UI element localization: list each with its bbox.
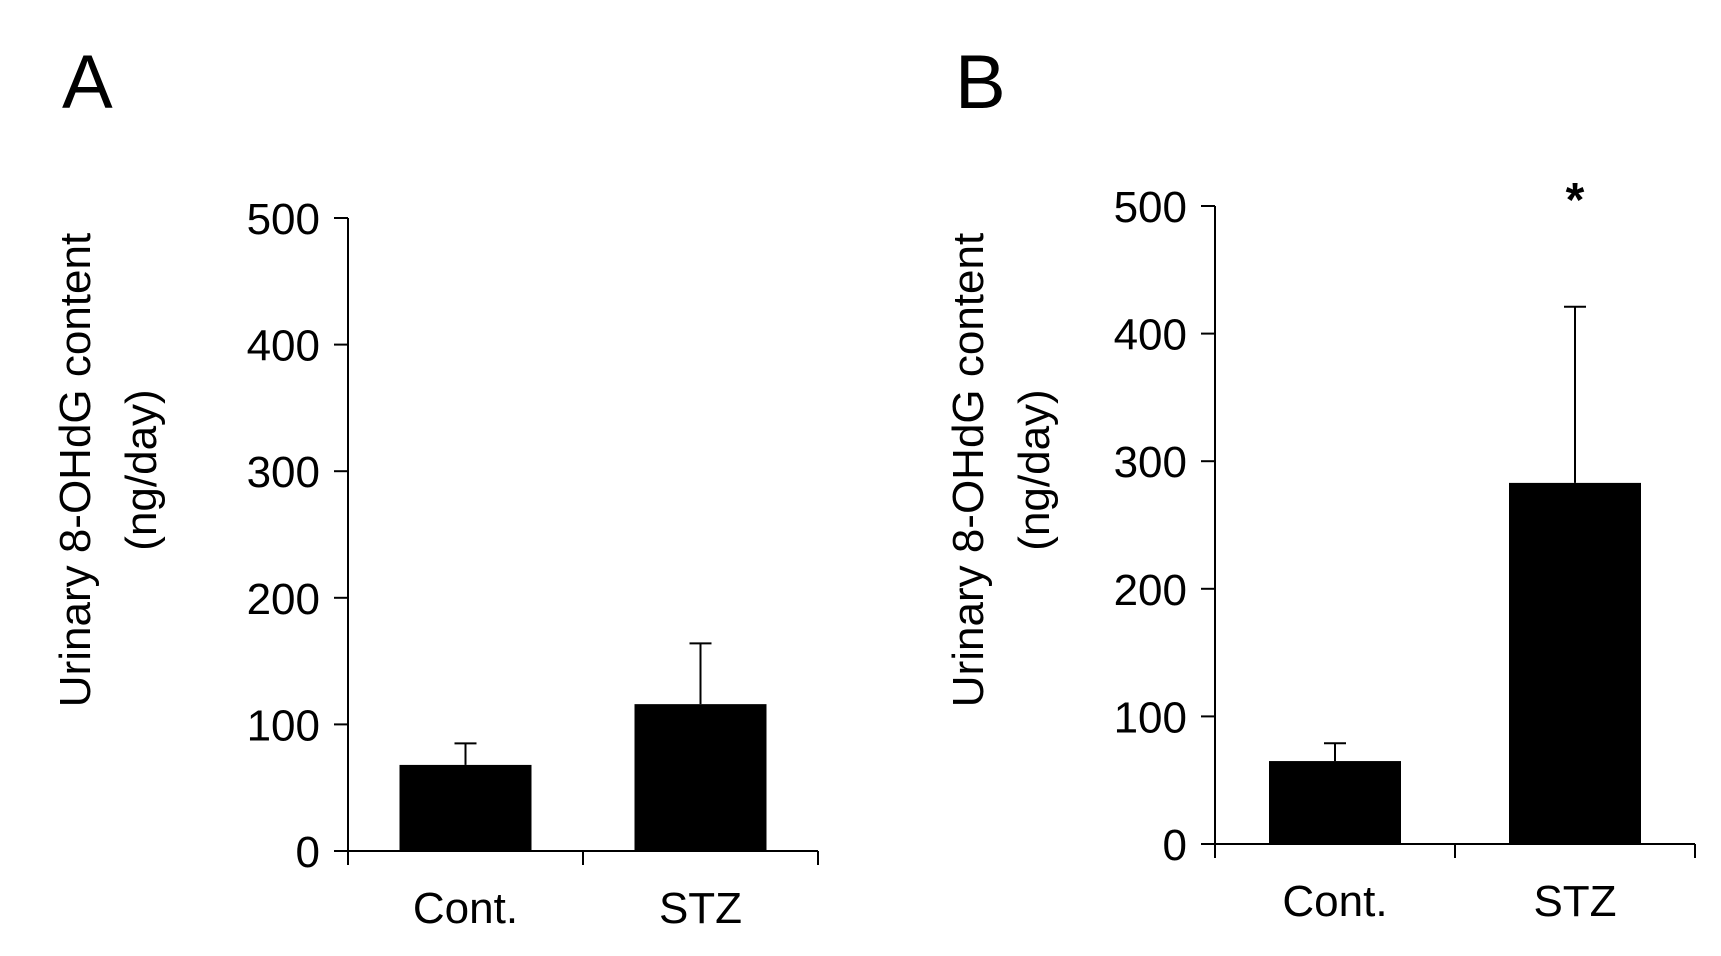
y-axis-title-a: Urinary 8-OHdG content (ng/day) [51,233,166,707]
bar-b-0 [1269,761,1401,844]
plot-area-a: 0 100 200 300 400 500 Cont. STZ [247,195,819,933]
bar-a-0 [399,764,532,851]
panel-label-b: B [955,40,1006,125]
x-category-label-a-0: Cont. [413,884,518,933]
y-axis-title-line2-a: (ng/day) [117,389,166,550]
y-tick-label-b-3: 300 [1114,438,1187,487]
y-tick-label-b-1: 100 [1114,693,1187,742]
plot-area-b: 0 100 200 300 400 500 Cont. STZ * [1114,174,1696,926]
y-tick-label-a-4: 400 [247,322,320,371]
x-category-label-b-0: Cont. [1282,877,1387,926]
y-tick-label-a-3: 300 [247,448,320,497]
y-tick-label-a-1: 100 [247,701,320,750]
y-tick-label-b-4: 400 [1114,311,1187,360]
x-category-label-a-1: STZ [659,884,742,933]
panel-label-a: A [62,40,113,125]
bar-a-1 [634,704,767,851]
panel-b: B Urinary 8-OHdG content (ng/day) 0 100 20… [944,40,1696,926]
panel-a: A Urinary 8-OHdG content (ng/day) 0 100 20… [51,40,819,933]
x-category-label-b-1: STZ [1533,877,1616,926]
y-tick-label-b-2: 200 [1114,566,1187,615]
y-axis-title-line2-b: (ng/day) [1010,389,1059,550]
y-tick-label-a-2: 200 [247,575,320,624]
y-axis-title-line1-b: Urinary 8-OHdG content [944,233,993,707]
y-tick-label-a-5: 500 [247,195,320,244]
y-axis-title-line1-a: Urinary 8-OHdG content [51,233,100,707]
y-tick-label-a-0: 0 [296,828,320,877]
y-axis-title-b: Urinary 8-OHdG content (ng/day) [944,233,1059,707]
significance-marker-b-0: * [1566,174,1585,227]
y-tick-label-b-0: 0 [1163,821,1187,870]
y-tick-label-b-5: 500 [1114,183,1187,232]
bar-b-1 [1509,482,1641,844]
